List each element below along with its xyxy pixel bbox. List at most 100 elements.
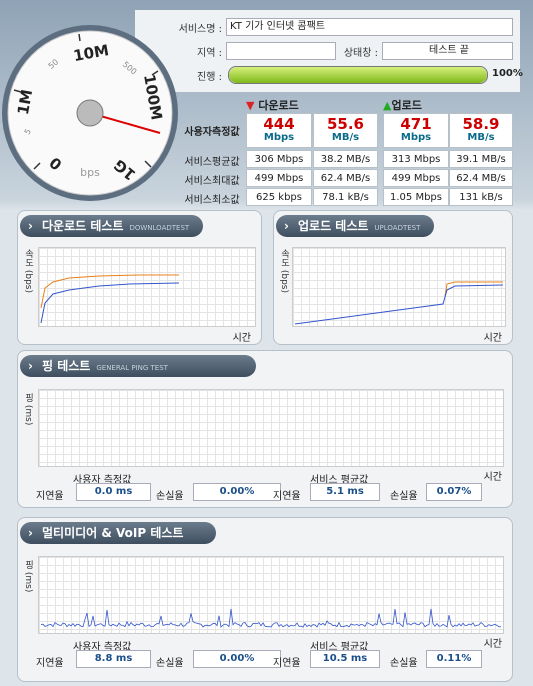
user-row-label: 사용자측정값 [184, 127, 240, 138]
voip-panel: 멀티미디어 & VoIP 테스트 핑 (ms) 시간 사용자 측정값 서비스 평… [17, 517, 513, 682]
ping-panel: 핑 테스트 GENERAL PING TEST 핑 (ms) 시간 사용자 측정값… [17, 350, 513, 508]
x-axis-label: 시간 [483, 333, 502, 344]
gauge-unit: bps [80, 166, 100, 179]
panel-title: 업로드 테스트 [298, 219, 369, 233]
region-label: 지역 : [197, 48, 222, 59]
download-header: ▼ 다운로드 [246, 99, 299, 112]
avg-label: 서비스 평균값 [310, 642, 369, 653]
row-cell: 499 Mbps [246, 169, 312, 187]
upload-lines [294, 281, 504, 325]
progress-label: 진행 : [197, 72, 222, 83]
gauge-label: 10M [72, 41, 110, 65]
row-cell: 306 Mbps [246, 150, 312, 168]
user-cell: 55.6 MB/s [313, 113, 378, 148]
user-label: 사용자 측정값 [73, 642, 132, 653]
field-value: 0.0 ms [76, 483, 151, 501]
field-label: 손실율 [156, 658, 184, 669]
row-cell: 78.1 kB/s [313, 188, 378, 206]
gauge-label: 1M [14, 88, 36, 116]
download-lines [40, 274, 180, 324]
service-label: 서비스명 : [178, 24, 222, 35]
panel-title: 핑 테스트 [42, 359, 91, 373]
avg-label: 서비스 평균값 [310, 475, 369, 486]
row-cell: 39.1 MB/s [449, 150, 513, 168]
field-label: 지연율 [36, 658, 64, 669]
field-label: 지연율 [273, 658, 301, 669]
user-cell: 58.9 MB/s [449, 113, 513, 148]
voip-line [40, 608, 502, 628]
row-cell: 62.4 MB/s [313, 169, 378, 187]
user-value: 471 [400, 115, 432, 133]
y-axis-label: 속도 (bps) [279, 249, 289, 293]
x-axis-label: 시간 [483, 639, 502, 650]
user-cell: 444 Mbps [246, 113, 312, 148]
field-value: 10.5 ms [310, 650, 380, 668]
plot-area [38, 247, 256, 327]
row-cell: 625 kbps [246, 188, 312, 206]
progress-percent: 100% [492, 68, 523, 79]
panel-header: 멀티미디어 & VoIP 테스트 [20, 522, 216, 544]
row-label: 서비스평균값 [184, 157, 240, 168]
user-value: 55.6 [326, 115, 364, 133]
field-value: 5.1 ms [310, 483, 380, 501]
user-label: 사용자 측정값 [73, 475, 132, 486]
user-unit: Mbps [400, 132, 432, 143]
panel-header: 업로드 테스트 UPLOADTEST [276, 215, 435, 237]
row-cell: 499 Mbps [383, 169, 449, 187]
panel-subtitle: DOWNLOADTEST [129, 224, 190, 232]
x-axis-label: 시간 [483, 472, 502, 483]
plot-area [38, 389, 504, 467]
region-value [226, 42, 336, 60]
progress-track [228, 66, 488, 84]
user-unit: Mbps [263, 132, 295, 143]
field-value: 0.07% [426, 483, 482, 501]
y-axis-label: 핑 (ms) [23, 560, 33, 593]
panel-subtitle: UPLOADTEST [374, 224, 421, 232]
gauge-ticks [13, 33, 159, 170]
field-label: 손실율 [390, 491, 418, 502]
progress-bar [229, 67, 487, 83]
service-value: KT 기가 인터넷 콤팩트 [226, 18, 513, 36]
field-value: 8.8 ms [76, 650, 151, 668]
row-cell: 1.05 Mbps [383, 188, 449, 206]
row-cell: 131 kB/s [449, 188, 513, 206]
field-label: 손실율 [156, 491, 184, 502]
panel-subtitle: GENERAL PING TEST [96, 364, 168, 372]
y-axis-label: 핑 (ms) [23, 393, 33, 426]
row-label: 서비스최소값 [184, 195, 240, 206]
row-cell: 313 Mbps [383, 150, 449, 168]
field-label: 지연율 [36, 491, 64, 502]
x-axis-label: 시간 [232, 333, 251, 344]
user-value: 58.9 [462, 115, 500, 133]
plot-area [292, 247, 506, 327]
status-value: 테스트 끝 [382, 42, 513, 60]
y-axis-label: 속도 (bps) [23, 249, 33, 293]
download-panel: 다운로드 테스트 DOWNLOADTEST 속도 (bps) 시간 [17, 210, 262, 345]
download-header-text: 다운로드 [258, 99, 299, 112]
upload-panel: 업로드 테스트 UPLOADTEST 속도 (bps) 시간 [273, 210, 513, 345]
field-value: 0.00% [193, 483, 281, 501]
plot-area [38, 556, 504, 634]
status-label: 상태창 : [343, 48, 378, 59]
field-label: 손실율 [390, 658, 418, 669]
panel-title: 다운로드 테스트 [42, 219, 124, 233]
row-label: 서비스최대값 [184, 176, 240, 187]
gauge: 0 1M 10M 100M 1G 5 50 500 bps [2, 25, 178, 201]
panel-header: 다운로드 테스트 DOWNLOADTEST [20, 215, 204, 237]
field-label: 지연율 [273, 491, 301, 502]
user-unit: MB/s [467, 132, 495, 143]
panel-title: 멀티미디어 & VoIP 테스트 [42, 526, 184, 540]
gauge-hub [76, 99, 104, 127]
panel-header: 핑 테스트 GENERAL PING TEST [20, 355, 256, 377]
field-value: 0.11% [426, 650, 482, 668]
user-unit: MB/s [331, 132, 360, 143]
gauge-minor-label: 5 [23, 127, 33, 136]
field-value: 0.00% [193, 650, 281, 668]
row-cell: 38.2 MB/s [313, 150, 378, 168]
upload-header-text: 업로드 [391, 99, 422, 112]
user-value: 444 [263, 115, 295, 133]
upload-header: ▲업로드 [383, 99, 422, 112]
row-cell: 62.4 MB/s [449, 169, 513, 187]
user-cell: 471 Mbps [383, 113, 449, 148]
